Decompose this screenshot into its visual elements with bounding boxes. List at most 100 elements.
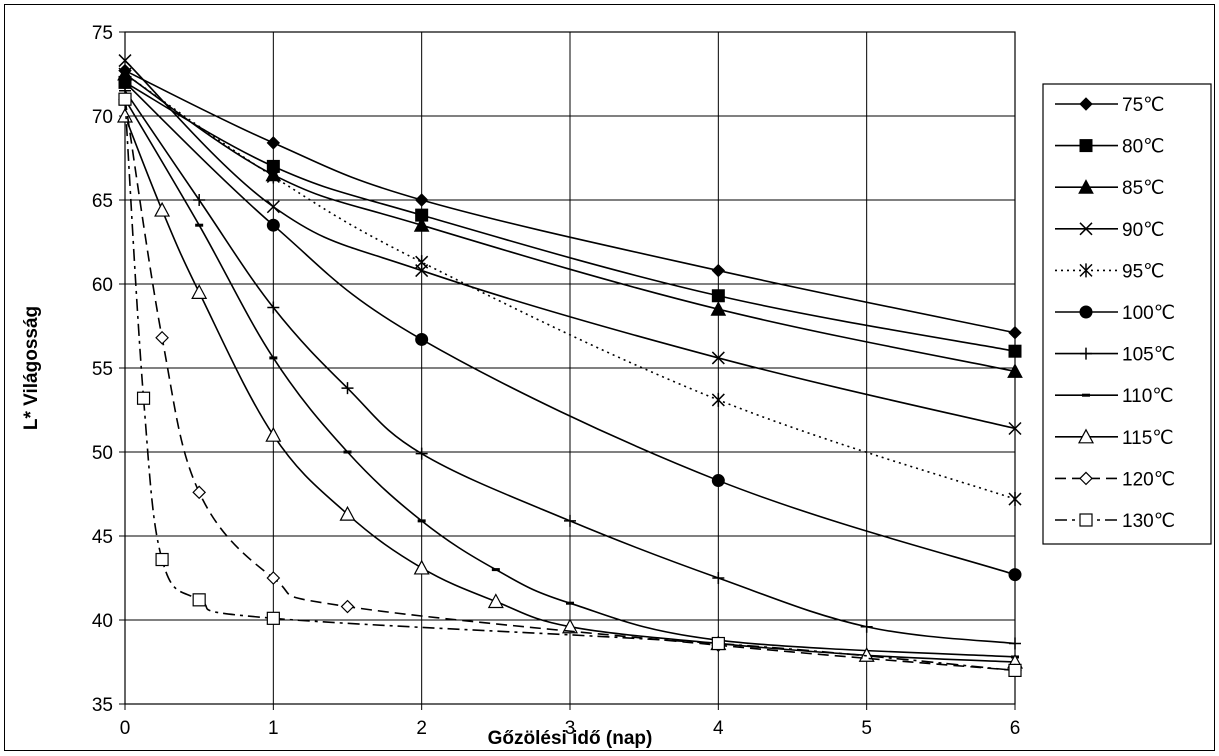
- series-group: [116, 54, 1024, 678]
- legend-item: 105℃: [1055, 345, 1175, 366]
- x-tick-label: 3: [565, 718, 576, 739]
- legend-item: 85℃: [1055, 178, 1164, 199]
- legend-label: 75℃: [1122, 95, 1164, 116]
- series-4: [118, 54, 1022, 436]
- data-point: [711, 474, 725, 488]
- legend-item: 110℃: [1055, 386, 1174, 407]
- data-point: [192, 485, 207, 500]
- data-point: [711, 392, 725, 407]
- data-point: [266, 218, 280, 232]
- x-tick-label: 1: [268, 718, 279, 739]
- legend-label: 80℃: [1122, 137, 1164, 158]
- legend-item: 115℃: [1055, 428, 1174, 449]
- data-point: [191, 284, 208, 299]
- series-7: [119, 84, 1021, 650]
- data-point: [154, 201, 171, 217]
- data-point: [155, 330, 169, 345]
- data-point: [136, 391, 151, 405]
- data-point: [155, 552, 169, 567]
- data-point: [711, 351, 725, 365]
- y-tick-label: 60: [92, 275, 113, 296]
- data-point: [193, 194, 206, 206]
- legend-marker: [1079, 305, 1093, 319]
- series-line: [124, 99, 1016, 672]
- data-point: [266, 571, 281, 585]
- data-point: [414, 193, 429, 207]
- series-11: [118, 92, 1022, 678]
- y-tick-label: 75: [92, 23, 113, 44]
- data-point: [415, 447, 428, 460]
- data-point: [269, 356, 278, 360]
- legend-label: 110℃: [1122, 386, 1174, 407]
- data-point: [265, 426, 282, 442]
- legend-item: 100℃: [1055, 303, 1175, 324]
- legend-box: [1042, 83, 1212, 545]
- series-line: [124, 59, 1016, 430]
- legend-marker: [1079, 222, 1093, 236]
- data-point: [491, 568, 500, 572]
- legend-label: 130℃: [1122, 511, 1175, 532]
- data-point: [487, 593, 504, 609]
- y-axis-title: L* Világosság: [21, 306, 42, 430]
- data-point: [192, 593, 206, 607]
- legend-label: 120℃: [1122, 469, 1175, 490]
- data-point: [266, 136, 281, 150]
- data-point: [1007, 363, 1023, 378]
- series-line: [124, 73, 1016, 373]
- y-tick-label: 35: [92, 695, 113, 716]
- series-2: [118, 75, 1022, 358]
- chart-frame: [4, 4, 1215, 751]
- series-line: [124, 69, 1016, 334]
- series-6: [118, 75, 1022, 582]
- series-line: [124, 81, 1016, 576]
- data-point: [118, 92, 132, 106]
- legend-item: 80℃: [1055, 137, 1164, 158]
- data-point: [195, 223, 204, 227]
- data-point: [711, 263, 726, 278]
- data-point: [561, 618, 579, 634]
- x-tick-label: 0: [120, 718, 131, 739]
- x-tick-label: 5: [861, 718, 872, 739]
- data-point: [413, 217, 430, 232]
- data-point: [340, 599, 355, 614]
- series-line: [124, 90, 1016, 645]
- data-point: [566, 601, 574, 605]
- data-point: [711, 289, 725, 303]
- legend: 75℃ 80℃ 85℃ 90℃ 95℃ 100℃ 105℃ 110℃ 115℃ 120℃ 130℃: [1042, 83, 1212, 545]
- data-point: [415, 332, 429, 346]
- legend-marker: [1079, 263, 1093, 278]
- x-axis-title: Gőzölési idő (nap): [488, 728, 653, 749]
- data-point: [415, 255, 429, 270]
- data-point: [1008, 421, 1022, 436]
- data-point: [711, 636, 725, 651]
- legend-label: 115℃: [1122, 428, 1174, 449]
- data-point: [417, 519, 426, 523]
- y-tick-label: 70: [92, 107, 113, 128]
- data-point: [1008, 326, 1022, 340]
- legend-item: 75℃: [1055, 95, 1164, 116]
- data-point: [266, 200, 280, 214]
- data-point: [118, 54, 132, 68]
- legend-item: 120℃: [1055, 469, 1175, 490]
- legend-item: 130℃: [1055, 511, 1175, 532]
- data-point: [339, 505, 356, 521]
- y-tick-label: 50: [92, 443, 113, 464]
- series-line: [124, 81, 1016, 352]
- legend-marker: [1082, 393, 1090, 397]
- data-point: [1008, 663, 1022, 678]
- data-point: [1009, 637, 1021, 650]
- y-tick-label: 45: [92, 527, 113, 548]
- data-point: [343, 450, 352, 454]
- series-line: [124, 73, 1016, 500]
- legend-marker: [1079, 139, 1093, 153]
- legend-marker: [1080, 347, 1092, 360]
- y-tick-label: 40: [92, 611, 113, 632]
- data-point: [266, 611, 280, 625]
- data-point: [1008, 568, 1022, 582]
- x-tick-label: 2: [416, 718, 427, 739]
- data-point: [1008, 344, 1022, 358]
- y-tick-label: 55: [92, 359, 113, 380]
- legend-marker: [1078, 179, 1094, 194]
